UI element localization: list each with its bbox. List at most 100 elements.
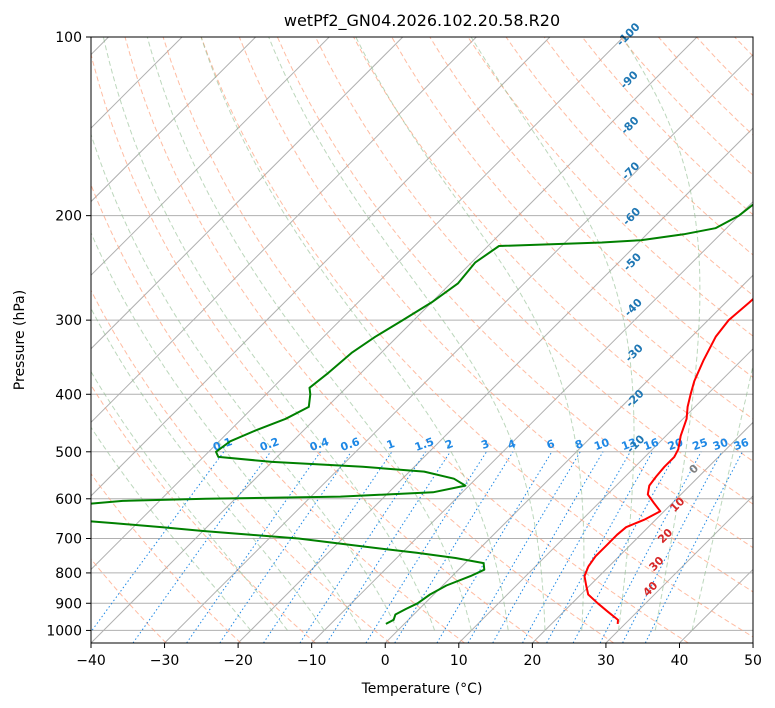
mixing-ratio-labels: 0.1 0.2 0.4 0.6 1 1.5 2 3 4 6 8 10 13 16 20 25 30 36 bbox=[211, 435, 751, 454]
x-tick-label: 20 bbox=[523, 653, 541, 669]
moist-adiabat-line bbox=[470, 37, 635, 631]
mixing-ratio-line bbox=[219, 451, 352, 643]
moist-adiabat-line bbox=[355, 37, 585, 631]
dry-adiabat-line bbox=[91, 472, 242, 643]
isotherm-line bbox=[384, 274, 753, 643]
plot-frame bbox=[90, 36, 754, 644]
y-tick-label: 600 bbox=[55, 492, 82, 508]
dry-adiabat-line bbox=[238, 37, 753, 593]
dry-adiabat-line bbox=[315, 37, 753, 505]
mixing-ratio-line bbox=[299, 451, 427, 643]
isotherm-line bbox=[532, 421, 753, 643]
isotherm-line bbox=[91, 37, 477, 424]
x-tick-label: −20 bbox=[223, 653, 253, 669]
moist-adiabat-label: 30 bbox=[647, 554, 667, 574]
dewpoint-profile-line bbox=[91, 203, 753, 625]
mixing-ratio-line bbox=[522, 451, 631, 643]
y-tick-label: 1000 bbox=[46, 623, 82, 639]
dry-adiabat-line bbox=[429, 37, 753, 378]
mixing-ratio-label: 1 bbox=[385, 437, 397, 452]
moist-adiabat-label: 40 bbox=[640, 579, 660, 599]
isotherm-line bbox=[458, 348, 753, 643]
mixing-ratio-label: 36 bbox=[732, 436, 751, 454]
dry-adiabat-label: -80 bbox=[618, 114, 641, 137]
mixing-ratio-label: 1.5 bbox=[413, 435, 436, 454]
dry-adiabat-line bbox=[91, 183, 465, 643]
mixing-ratio-line bbox=[365, 451, 487, 643]
x-axis-ticks: −40 −30 −20 −10 0 10 20 30 40 50 bbox=[76, 643, 762, 669]
temperature-profile-line bbox=[583, 297, 753, 624]
x-tick-label: 40 bbox=[671, 653, 689, 669]
dry-adiabat-line bbox=[276, 37, 753, 549]
x-tick-label: 0 bbox=[381, 653, 390, 669]
dry-adiabat-label: -40 bbox=[622, 296, 645, 319]
isotherm-line bbox=[605, 495, 753, 643]
mixing-ratio-label: 25 bbox=[691, 436, 710, 453]
moist-adiabat-line bbox=[91, 426, 252, 631]
mixing-ratio-line bbox=[546, 451, 653, 643]
mixing-ratio-line bbox=[436, 451, 553, 643]
mixing-ratio-label: 0.4 bbox=[308, 435, 331, 454]
isotherm-line bbox=[237, 127, 753, 643]
dry-adiabat-line bbox=[91, 51, 540, 643]
y-tick-label: 400 bbox=[55, 387, 82, 403]
y-tick-label: 300 bbox=[55, 313, 82, 329]
moist-adiabat-label: 0 bbox=[687, 462, 702, 477]
y-tick-label: 800 bbox=[55, 566, 82, 582]
mixing-ratio-line bbox=[263, 451, 393, 643]
mixing-ratio-label: 16 bbox=[642, 436, 661, 454]
mixing-ratio-label: 0.6 bbox=[339, 435, 362, 454]
isotherm-line bbox=[164, 53, 753, 643]
y-tick-label: 200 bbox=[55, 209, 82, 225]
y-tick-label: 700 bbox=[55, 532, 82, 548]
isotherm-line bbox=[91, 37, 624, 571]
mixing-ratio-label: 4 bbox=[506, 437, 518, 452]
moist-adiabat-line bbox=[91, 307, 325, 631]
x-tick-label: −30 bbox=[150, 653, 180, 669]
isotherm-line bbox=[311, 200, 753, 643]
dry-adiabat-line bbox=[391, 37, 753, 420]
mixing-ratio-label: 30 bbox=[711, 436, 730, 454]
dry-adiabat-line bbox=[91, 289, 391, 643]
x-tick-label: −40 bbox=[76, 653, 106, 669]
mixing-ratio-line bbox=[326, 451, 451, 643]
background-lines bbox=[91, 37, 753, 643]
mixing-ratio-label: 8 bbox=[573, 437, 585, 452]
mixing-ratio-label: 3 bbox=[479, 437, 491, 452]
mixing-ratio-line bbox=[644, 451, 743, 643]
mixing-ratio-line bbox=[91, 451, 225, 633]
moist-adiabat-line bbox=[91, 133, 399, 631]
isotherm-line bbox=[91, 37, 330, 276]
dry-adiabat-line bbox=[658, 37, 753, 136]
dry-adiabat-label: -70 bbox=[619, 159, 642, 182]
y-axis-ticks: 100 200 300 400 500 600 700 800 900 1000 bbox=[46, 30, 91, 639]
dry-adiabat-label: -20 bbox=[623, 387, 646, 410]
dry-adiabat-line bbox=[200, 37, 753, 638]
isotherm-line bbox=[752, 642, 753, 643]
mixing-ratio-line bbox=[186, 451, 321, 643]
mixing-ratio-line bbox=[132, 451, 272, 643]
mixing-ratio-label: 20 bbox=[666, 436, 685, 454]
dry-adiabat-line bbox=[734, 37, 753, 57]
dry-adiabat-line bbox=[619, 37, 753, 176]
moist-adiabat-line bbox=[91, 231, 362, 631]
profile-lines bbox=[91, 203, 753, 625]
mixing-ratio-label: 13 bbox=[620, 436, 639, 453]
dry-adiabat-line bbox=[124, 37, 614, 643]
mixing-ratio-line bbox=[599, 451, 702, 643]
x-tick-label: 50 bbox=[744, 653, 762, 669]
mixing-ratio-line bbox=[572, 451, 678, 643]
dry-adiabat-line bbox=[162, 37, 689, 643]
x-tick-label: −10 bbox=[297, 653, 327, 669]
moist-adiabat-line bbox=[691, 363, 753, 631]
isotherm-line bbox=[91, 37, 698, 643]
mixing-ratio-label: 0.2 bbox=[258, 435, 281, 454]
x-tick-label: 30 bbox=[597, 653, 615, 669]
moist-adiabat-line bbox=[622, 37, 701, 631]
dry-adiabat-line bbox=[353, 37, 753, 462]
isotherm-line bbox=[679, 568, 753, 643]
dry-adiabat-line bbox=[543, 37, 753, 256]
moist-adiabat-line bbox=[268, 37, 546, 631]
y-axis-label: Pressure (hPa) bbox=[12, 290, 28, 390]
